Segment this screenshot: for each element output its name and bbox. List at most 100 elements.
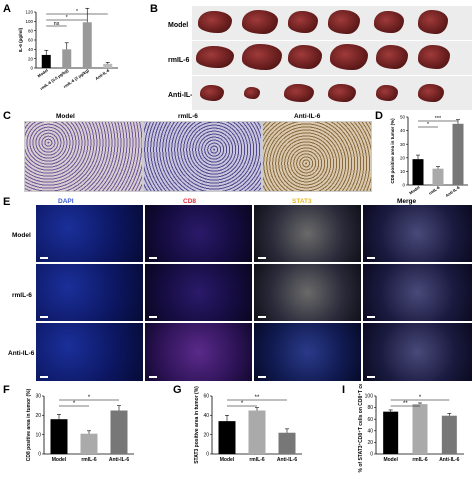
- y-tick-label: 30: [400, 142, 406, 147]
- bar: [452, 123, 464, 185]
- scale-bar: [258, 257, 266, 259]
- x-tick-label: rmIL-6: [412, 457, 428, 463]
- y-tick-label: 20: [400, 155, 406, 160]
- fluor-row-model: Model: [12, 232, 31, 239]
- fluorescence-grid: [36, 205, 472, 381]
- tumor-image: [376, 45, 408, 69]
- panel-label-e: E: [3, 196, 11, 208]
- scale-bar: [258, 376, 266, 378]
- y-tick-label: 40: [400, 128, 406, 133]
- x-tick-label: rmIL-6: [249, 457, 265, 463]
- fluor-image: [36, 205, 143, 262]
- histology-image-model: [24, 121, 143, 192]
- tumor-image: [284, 84, 314, 102]
- y-axis-label: % of STAT3⁺CD8⁺T cells on CD8⁺T cells: [358, 384, 364, 472]
- fluor-col-cd8: CD8: [183, 198, 197, 205]
- bar: [41, 54, 51, 68]
- y-tick-label: 80: [28, 28, 34, 33]
- tumor-image: [244, 87, 260, 99]
- y-tick-label: 20: [35, 413, 41, 419]
- significance-label: *: [76, 9, 79, 15]
- fluor-image: [363, 205, 472, 262]
- chart-i: 0 20 40 60 80 100% of STAT3⁺CD8⁺T cells on CD…: [358, 384, 464, 472]
- bar: [80, 433, 98, 454]
- panel-label-a: A: [3, 3, 11, 15]
- y-tick-label: 80: [367, 405, 373, 411]
- tumor-row-label-anti: Anti-IL-6: [168, 92, 197, 99]
- y-tick-label: 20: [367, 440, 373, 446]
- significance-label: *: [66, 15, 69, 21]
- scale-bar: [40, 257, 48, 259]
- fluor-col-merge: Merge: [397, 198, 417, 205]
- y-axis-label: IL-6 (pg/ml): [18, 27, 23, 52]
- chart-d: 0 10 20 30 40 50 CD8 positive area in tumor (%…: [390, 115, 468, 198]
- panel-label-g: G: [173, 384, 182, 396]
- scale-bar: [367, 376, 375, 378]
- tumor-row-model: [192, 6, 472, 40]
- fluor-image: [254, 264, 361, 321]
- scale-bar: [258, 316, 266, 318]
- bar: [103, 63, 113, 68]
- tumor-image: [200, 85, 224, 101]
- tumor-image: [418, 84, 444, 102]
- y-tick-label: 120: [25, 10, 33, 15]
- y-tick-label: 0: [206, 452, 209, 458]
- tumor-row-label-model: Model: [168, 22, 189, 29]
- scale-bar: [40, 376, 48, 378]
- tumor-row-anti-il6: [192, 76, 472, 110]
- bar: [412, 159, 424, 185]
- tumor-image: [376, 85, 398, 101]
- y-tick-label: 40: [367, 428, 373, 434]
- scale-bar: [149, 257, 157, 259]
- y-tick-label: 40: [203, 413, 209, 419]
- tumor-image: [418, 45, 450, 69]
- bar: [278, 432, 296, 454]
- scale-bar: [149, 316, 157, 318]
- bar: [432, 168, 444, 185]
- fluor-image: [363, 264, 472, 321]
- y-tick-label: 20: [203, 432, 209, 438]
- tumor-image: [242, 44, 282, 70]
- fluor-image: [145, 205, 252, 262]
- fluor-col-stat3: STAT3: [292, 198, 312, 205]
- y-tick-label: 0: [38, 452, 41, 458]
- tumor-image: [242, 10, 278, 34]
- x-tick-label: Anti-IL-6: [94, 67, 111, 81]
- significance-label: *: [427, 122, 430, 128]
- panel-label-d: D: [375, 110, 383, 122]
- bar: [248, 410, 266, 454]
- significance-label: *: [88, 395, 91, 401]
- y-tick-label: 0: [402, 183, 405, 188]
- scale-bar: [367, 257, 375, 259]
- y-tick-label: 30: [35, 394, 41, 400]
- y-tick-label: 60: [28, 38, 34, 43]
- histology-col-model: Model: [56, 113, 75, 120]
- fluor-image: [36, 264, 143, 321]
- bar: [110, 410, 128, 454]
- x-tick-label: Model: [52, 457, 67, 463]
- y-axis-label: CD8 positive area in tumor (%): [390, 118, 395, 184]
- fluor-image: [145, 323, 252, 381]
- fluor-row-anti: Anti-IL-6: [8, 350, 35, 357]
- fluor-col-dapi: DAPI: [58, 198, 74, 205]
- y-tick-label: 20: [28, 56, 34, 61]
- x-tick-label: Anti-IL-6: [277, 457, 297, 463]
- x-tick-label: Anti-IL-6: [439, 457, 459, 463]
- x-tick-label: rmIL-6: [428, 184, 442, 196]
- tumor-image: [328, 84, 356, 102]
- y-tick-label: 60: [367, 417, 373, 423]
- fluor-image: [254, 205, 361, 262]
- histology-image-anti-il6: [262, 121, 372, 192]
- tumor-image: [288, 11, 318, 33]
- significance-label: *: [241, 401, 244, 407]
- bar: [218, 421, 236, 454]
- y-tick-label: 100: [365, 394, 374, 400]
- significance-label: **: [403, 401, 408, 407]
- panel-label-h: I: [342, 384, 346, 396]
- tumor-image: [418, 10, 448, 34]
- tumor-image: [196, 46, 234, 68]
- scale-bar: [40, 316, 48, 318]
- fluor-image: [254, 323, 361, 381]
